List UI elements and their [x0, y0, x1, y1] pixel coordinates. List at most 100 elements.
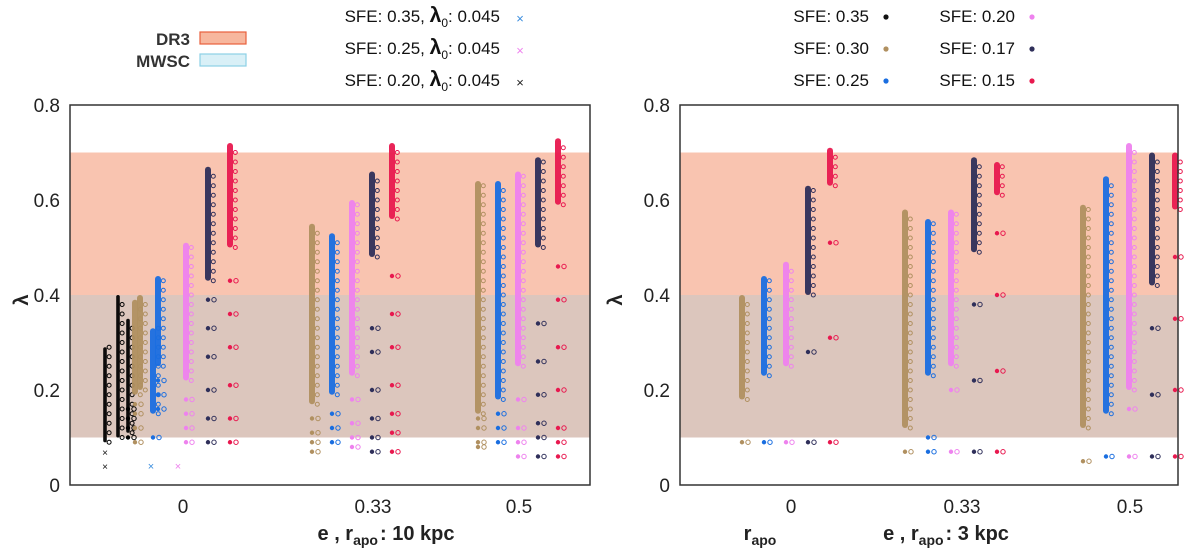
data-point [1126, 454, 1132, 459]
data-point [1085, 283, 1091, 288]
data-point [501, 425, 507, 431]
data-point [1085, 226, 1091, 231]
data-point [1131, 169, 1137, 174]
data-point [953, 240, 959, 246]
data-point [183, 411, 189, 416]
data-point [188, 359, 194, 364]
data-point [369, 349, 375, 355]
right-legend: SFE: 0.35 SFE: 0.30 SFE: 0.25 SFE: 0.20 SFE:… [793, 7, 1035, 90]
data-point [232, 159, 238, 165]
data-point [1131, 387, 1137, 393]
data-point [541, 358, 547, 365]
data-point [520, 221, 526, 227]
data-point [334, 249, 340, 255]
data-point [160, 297, 166, 303]
data-point [314, 230, 320, 236]
left-panel: × × × × 0 0.2 0.4 0.6 0.8 0 0.33 0.5 λ e , rapo: … [11, 4, 591, 548]
data-point [810, 273, 816, 279]
data-point [309, 416, 315, 421]
data-point [1178, 254, 1184, 260]
data-point [1086, 458, 1092, 464]
data-point [1085, 359, 1091, 364]
data-point [106, 382, 112, 388]
data-point [810, 226, 816, 231]
data-point [389, 345, 395, 350]
data-point [930, 316, 936, 322]
data-point [902, 449, 908, 454]
data-point [999, 173, 1005, 179]
left-y-ticks: 0 0.2 0.4 0.6 0.8 [34, 96, 61, 497]
data-point [767, 439, 773, 445]
legend-series-2-label: SFE: 0.25, λ0: 0.045 [345, 36, 500, 62]
data-point [520, 316, 526, 322]
data-point [1108, 249, 1114, 255]
data-point [142, 368, 148, 374]
data-point [374, 188, 380, 193]
data-point [520, 335, 526, 341]
data-point [540, 197, 546, 203]
data-point [131, 434, 137, 441]
data-point [907, 216, 913, 222]
data-point [142, 340, 148, 345]
data-point [189, 439, 195, 445]
data-point [500, 378, 506, 383]
data-point [227, 345, 233, 350]
data-point [925, 435, 931, 440]
data-point [520, 230, 526, 236]
data-point [971, 449, 977, 454]
data-point [520, 278, 526, 284]
right-plot-frame [679, 104, 1179, 486]
data-point [535, 392, 541, 397]
data-point [1108, 411, 1114, 417]
data-point [907, 254, 913, 260]
data-point [125, 416, 131, 421]
data-point [500, 245, 506, 250]
data-point [188, 292, 194, 298]
data-point [1177, 178, 1183, 184]
data-point [227, 416, 233, 421]
data-point [354, 240, 360, 246]
data-point [354, 306, 360, 312]
data-point [155, 392, 161, 397]
data-point [948, 387, 954, 393]
data-point [119, 340, 125, 345]
right-panel: 0 0.2 0.4 0.6 0.8 0 0.33 0.5 λ rapo e , rapo: … [605, 7, 1184, 548]
data-point [832, 183, 838, 189]
data-point [999, 192, 1005, 198]
data-point [930, 306, 936, 312]
data-point [335, 411, 341, 417]
data-point [314, 316, 320, 322]
data-column [132, 299, 138, 395]
data-column [1149, 152, 1155, 286]
data-point [232, 178, 238, 184]
data-point [1108, 278, 1114, 284]
data-point [480, 335, 486, 341]
data-point [540, 226, 546, 231]
data-point [907, 387, 913, 393]
data-point [314, 344, 320, 350]
data-point [354, 268, 360, 274]
data-point [1178, 387, 1184, 393]
data-point [389, 383, 395, 388]
data-point [811, 349, 817, 355]
data-point [188, 245, 194, 250]
data-point [930, 354, 936, 360]
data-point [810, 188, 816, 193]
data-point [977, 377, 983, 384]
data-column [1080, 204, 1086, 428]
data-point [520, 306, 526, 312]
data-point [744, 330, 750, 336]
data-point [349, 421, 355, 426]
data-point [142, 387, 148, 393]
legend-marker [1029, 78, 1035, 84]
data-point [142, 302, 148, 307]
data-point [315, 430, 321, 436]
data-point [119, 378, 125, 383]
data-point [354, 230, 360, 236]
data-point [125, 435, 131, 440]
data-point [374, 254, 380, 260]
left-points: × × × × [102, 138, 567, 473]
data-point [211, 439, 217, 445]
data-column [183, 242, 189, 381]
